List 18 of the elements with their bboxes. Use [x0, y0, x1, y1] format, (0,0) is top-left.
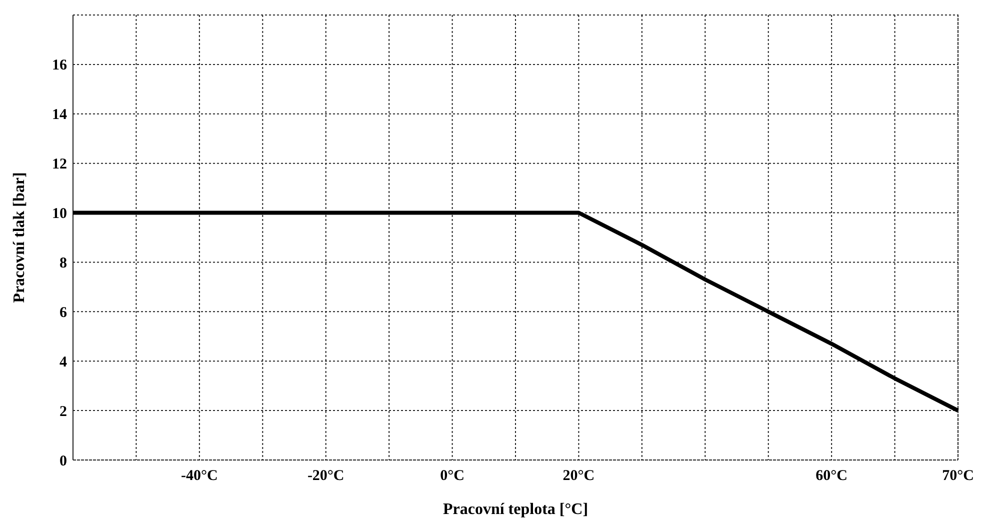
x-tick-label: 60°C — [816, 468, 848, 484]
y-tick-label: 10 — [52, 206, 67, 222]
x-tick-label: 70°C — [942, 468, 974, 484]
y-tick-label: 4 — [60, 354, 68, 370]
x-tick-label: 0°C — [440, 468, 464, 484]
x-axis-title: Pracovní teplota [°C] — [442, 501, 588, 518]
x-tick-label: -40°C — [181, 468, 218, 484]
x-tick-label: -20°C — [307, 468, 344, 484]
x-tick-label: 20°C — [562, 468, 595, 484]
y-axis-title: Pracovní tlak [bar] — [11, 172, 28, 303]
y-tick-label: 14 — [52, 107, 68, 124]
y-tick-label: 16 — [52, 58, 68, 74]
y-tick-label: 8 — [60, 255, 67, 272]
y-tick-label: 6 — [60, 304, 68, 321]
y-tick-label: 12 — [52, 156, 67, 173]
y-tick-label: 0 — [60, 453, 67, 470]
y-tick-label: 2 — [60, 404, 67, 420]
line-series — [71, 210, 960, 413]
